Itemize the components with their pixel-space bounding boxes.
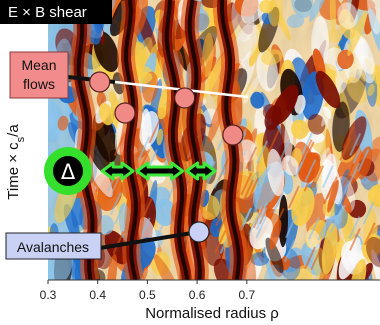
delta-double-arrow — [135, 161, 185, 181]
avalanches-label: Avalanches — [17, 239, 89, 255]
mean-flows-box — [9, 51, 69, 99]
chart-title: E × B shear — [8, 4, 87, 21]
x-axis-label: Normalised radius ρ — [145, 305, 279, 322]
delta-core — [53, 156, 83, 186]
avalanches-marker — [188, 221, 210, 243]
delta-annotation: Δ — [44, 147, 217, 195]
avalanches-box — [5, 232, 102, 260]
delta-symbol: Δ — [61, 160, 76, 184]
shear-layer-core — [124, 0, 138, 280]
delta-double-arrow — [100, 161, 135, 181]
title-box — [0, 0, 112, 24]
avalanches-pointer — [99, 230, 199, 250]
mean-flows-label-line2: flows — [23, 76, 55, 92]
heatmap-noise — [48, 0, 380, 280]
x-tick-label: 0.4 — [89, 288, 106, 302]
y-axis-label: Time × cs/a — [5, 124, 27, 200]
mean-flows-annotation: Mean flows — [9, 51, 249, 146]
x-axis-ticks: 0.3 0.4 0.5 0.6 0.7 — [40, 279, 380, 302]
mean-flow-marker — [222, 124, 244, 146]
mean-flows-label-line1: Mean — [21, 57, 56, 73]
mean-flow-marker — [174, 87, 196, 109]
x-tick-label: 0.5 — [139, 288, 156, 302]
mean-flows-markers — [89, 71, 244, 146]
mean-flow-marker — [89, 71, 111, 93]
delta-arrows — [100, 161, 217, 181]
heatmap-plot — [48, 0, 380, 280]
x-tick-label: 0.7 — [238, 288, 255, 302]
avalanches-annotation: Avalanches — [5, 221, 210, 260]
mean-flow-marker — [114, 102, 136, 124]
delta-double-arrow — [185, 161, 217, 181]
x-tick-label: 0.6 — [189, 288, 206, 302]
x-tick-label: 0.3 — [40, 288, 57, 302]
